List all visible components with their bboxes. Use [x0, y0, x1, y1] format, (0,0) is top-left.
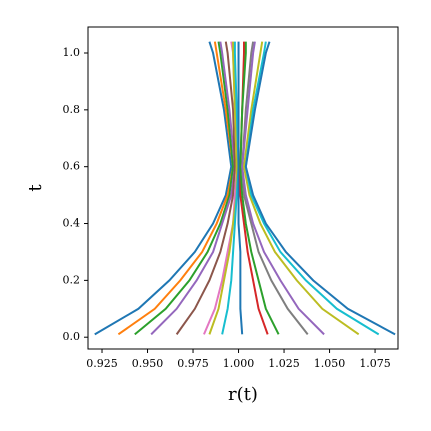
y-tick-label: 0.8 — [63, 103, 81, 116]
curve — [241, 41, 325, 336]
curve — [221, 41, 240, 335]
x-tick-label: 0.975 — [177, 357, 209, 370]
x-tick-label: 1.050 — [314, 357, 346, 370]
x-axis-label: r(t) — [228, 384, 258, 405]
curve — [134, 41, 235, 336]
x-tick-label: 0.950 — [132, 357, 164, 370]
y-axis-label: t — [25, 184, 46, 192]
y-tick-label: 0.2 — [63, 273, 81, 286]
plot-frame — [87, 26, 399, 350]
curve — [244, 41, 396, 336]
curve — [239, 41, 280, 335]
curve — [237, 41, 244, 335]
y-tick-label: 0.0 — [63, 330, 81, 343]
y-tick-label: 0.4 — [63, 217, 81, 230]
x-tick-label: 1.025 — [268, 357, 300, 370]
x-tick-label: 1.075 — [359, 357, 391, 370]
x-tick-label: 0.925 — [86, 357, 118, 370]
y-tick-label: 0.6 — [63, 160, 81, 173]
curve — [244, 41, 380, 336]
curve — [175, 41, 236, 335]
x-tick-label: 1.000 — [223, 357, 255, 370]
y-tick-label: 1.0 — [63, 46, 81, 59]
curve — [241, 41, 309, 335]
curve — [94, 41, 233, 336]
curve — [117, 41, 235, 336]
curve — [242, 41, 360, 336]
curve — [150, 41, 236, 336]
